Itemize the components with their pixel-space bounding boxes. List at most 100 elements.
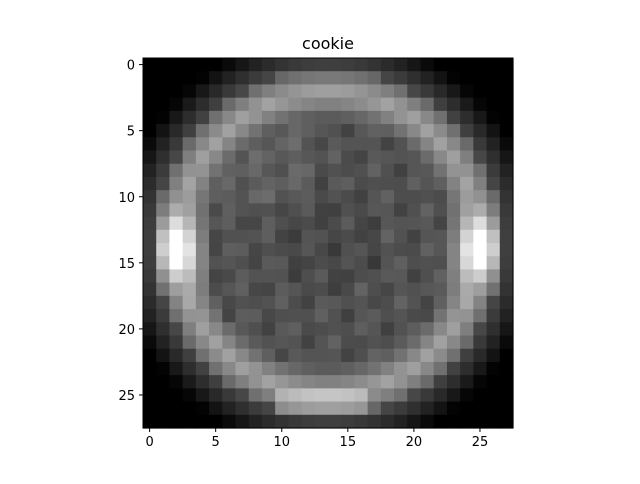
heatmap-cell: [420, 414, 435, 429]
heatmap-cell: [473, 414, 488, 429]
heatmap-cell: [195, 203, 210, 218]
heatmap-cell: [328, 282, 342, 297]
heatmap-cell: [248, 401, 263, 416]
heatmap-cell: [261, 124, 276, 138]
heatmap-cell: [288, 282, 303, 297]
y-tick-label: 20: [118, 323, 135, 338]
heatmap-cell: [380, 137, 395, 152]
heatmap-cell: [275, 322, 289, 337]
heatmap-cell: [380, 84, 395, 99]
heatmap-cell: [169, 243, 184, 257]
heatmap-cell: [367, 110, 382, 125]
heatmap-cell: [143, 243, 157, 257]
heatmap-cell: [275, 203, 289, 218]
heatmap-cell: [407, 295, 422, 310]
heatmap-cell: [288, 137, 303, 152]
heatmap-cell: [169, 58, 184, 72]
heatmap-cell: [394, 203, 408, 218]
heatmap-cell: [473, 124, 488, 138]
heatmap-cell: [288, 388, 303, 403]
heatmap-cell: [301, 110, 316, 125]
heatmap-cell: [195, 229, 210, 244]
heatmap-cell: [407, 137, 422, 152]
heatmap-cell: [195, 348, 210, 363]
heatmap-cell: [486, 190, 501, 204]
heatmap-cell: [235, 375, 250, 389]
heatmap-cell: [367, 84, 382, 99]
heatmap-cell: [301, 176, 316, 191]
heatmap-cell: [235, 84, 250, 99]
heatmap-cell: [182, 110, 197, 125]
heatmap-cell: [261, 256, 276, 271]
heatmap-cell: [195, 163, 210, 178]
heatmap-cell: [328, 163, 342, 178]
heatmap-cell: [486, 361, 501, 376]
heatmap-cell: [499, 58, 514, 72]
heatmap-cell: [209, 110, 223, 125]
heatmap-cell: [209, 388, 223, 403]
heatmap-cell: [235, 243, 250, 257]
heatmap-cell: [314, 124, 329, 138]
heatmap-cell: [499, 71, 514, 86]
heatmap-cell: [261, 335, 276, 350]
heatmap-cell: [195, 243, 210, 257]
heatmap-cell: [195, 388, 210, 403]
heatmap-cell: [248, 256, 263, 271]
heatmap-cell: [460, 124, 474, 138]
heatmap-cell: [407, 388, 422, 403]
heatmap-cell: [143, 309, 157, 323]
heatmap-cell: [407, 163, 422, 178]
heatmap-cell: [182, 414, 197, 429]
heatmap-cell: [222, 216, 237, 231]
heatmap-cell: [143, 229, 157, 244]
heatmap-cell: [499, 176, 514, 191]
heatmap-cell: [328, 84, 342, 99]
heatmap-cell: [156, 216, 171, 231]
heatmap-cell: [209, 295, 223, 310]
heatmap-cell: [433, 150, 448, 165]
heatmap-cell: [235, 309, 250, 323]
heatmap-cell: [486, 58, 501, 72]
x-tick-label: 25: [472, 435, 489, 450]
heatmap-cell: [367, 348, 382, 363]
heatmap-cell: [235, 282, 250, 297]
heatmap-cell: [499, 375, 514, 389]
heatmap-cell: [156, 229, 171, 244]
heatmap-cell: [499, 163, 514, 178]
heatmap-cell: [156, 361, 171, 376]
heatmap-cell: [314, 58, 329, 72]
heatmap-cell: [367, 269, 382, 284]
heatmap-cell: [169, 309, 184, 323]
heatmap-cell: [182, 163, 197, 178]
heatmap-cell: [169, 295, 184, 310]
heatmap-cell: [460, 269, 474, 284]
heatmap-cell: [314, 203, 329, 218]
heatmap-cell: [486, 388, 501, 403]
heatmap-cell: [169, 401, 184, 416]
heatmap-cell: [433, 269, 448, 284]
heatmap-cell: [473, 58, 488, 72]
heatmap-cell: [433, 110, 448, 125]
heatmap-cell: [367, 401, 382, 416]
heatmap-cell: [195, 401, 210, 416]
heatmap-cell: [420, 84, 435, 99]
heatmap-cell: [182, 388, 197, 403]
heatmap-cell: [195, 322, 210, 337]
heatmap-cell: [288, 309, 303, 323]
heatmap-cell: [328, 361, 342, 376]
heatmap-cell: [248, 124, 263, 138]
heatmap-cell: [314, 229, 329, 244]
heatmap-cell: [222, 84, 237, 99]
heatmap-cell: [420, 124, 435, 138]
heatmap-cell: [380, 124, 395, 138]
heatmap-cell: [314, 97, 329, 112]
heatmap-cell: [499, 348, 514, 363]
heatmap-cell: [301, 414, 316, 429]
heatmap-cell: [367, 190, 382, 204]
heatmap-cell: [248, 414, 263, 429]
heatmap-cell: [143, 137, 157, 152]
heatmap-cell: [420, 269, 435, 284]
heatmap-cell: [473, 71, 488, 86]
heatmap-cell: [433, 84, 448, 99]
